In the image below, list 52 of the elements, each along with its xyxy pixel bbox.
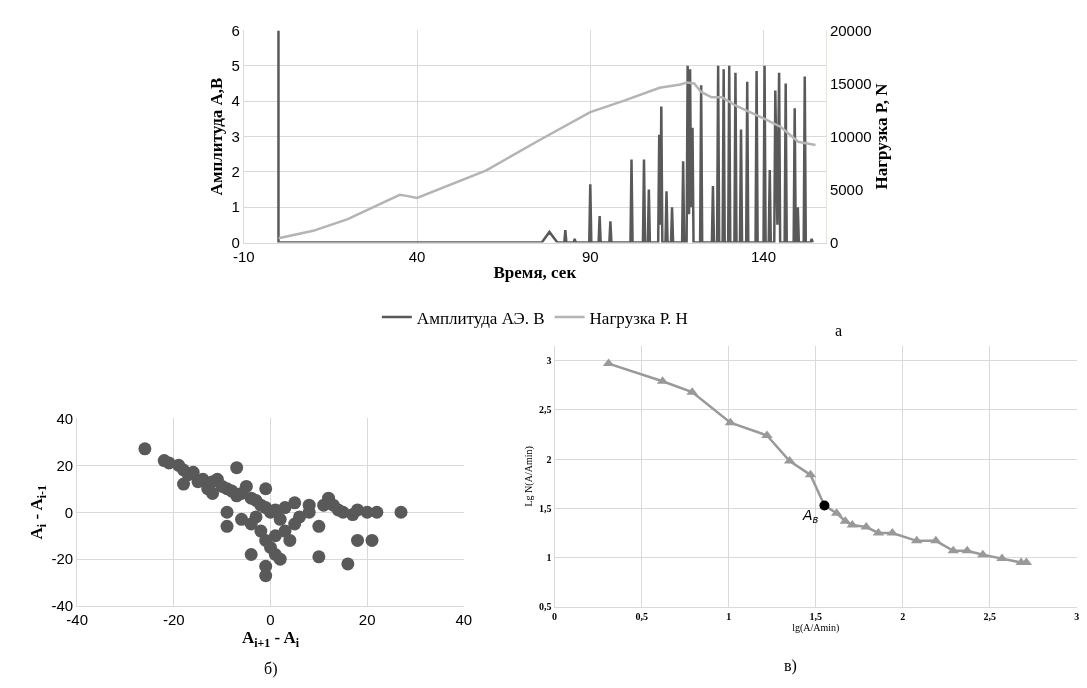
x-tick-label: 2,5 — [983, 610, 997, 622]
point — [977, 549, 989, 558]
legend-label: Амплитуда АЭ. В — [416, 308, 545, 328]
x-tick-label: 0,5 — [635, 610, 648, 622]
y-tick-label: 4 — [231, 92, 240, 110]
y-tick-label: 0 — [64, 503, 74, 521]
x-tick-label: 90 — [581, 247, 599, 265]
y2-tick-label: 10000 — [829, 127, 872, 145]
y-axis-title: Lg N(A/Amin) — [523, 446, 536, 507]
y-tick-label: 1 — [546, 552, 552, 564]
y-tick-label: 3 — [546, 355, 552, 367]
x-tick-label: 40 — [408, 247, 426, 265]
y-tick-label: -20 — [51, 550, 74, 568]
y-tick-label: 20 — [56, 456, 74, 474]
y-tick-label: 6 — [231, 21, 240, 39]
line-series — [277, 30, 814, 243]
x-tick-label: 2 — [900, 610, 906, 622]
y2-axis-title: Нагрузка P, N — [872, 82, 891, 190]
x-tick-label: 0 — [266, 611, 275, 629]
x-axis-title: A$_{i+1}$ - A$_{i}$ — [241, 628, 300, 650]
y2-tick-label: 5000 — [829, 180, 864, 198]
y-tick-label: 1,5 — [539, 502, 552, 514]
x-tick-label: 1 — [726, 610, 732, 622]
x-axis-title: lg(A/Amin) — [792, 621, 840, 634]
x-tick-label: 140 — [751, 247, 777, 265]
y2-tick-label: 0 — [829, 233, 839, 251]
x-tick-label: -20 — [163, 611, 185, 629]
y-axis-title: Амплитуда A,В — [207, 77, 227, 196]
point — [961, 545, 973, 554]
y-tick-label: 5 — [231, 57, 240, 75]
y-tick-label: 1 — [231, 198, 240, 216]
y-tick-label: 3 — [231, 127, 240, 145]
point — [819, 500, 830, 511]
x-tick-label: 20 — [358, 611, 376, 629]
line-series — [277, 81, 817, 240]
y-tick-label: 2,5 — [539, 404, 552, 416]
y-tick-label: 2 — [231, 163, 240, 181]
legend-label: Нагрузка Р. Н — [589, 308, 688, 328]
y-tick-label: 0,5 — [539, 601, 552, 613]
y-tick-label: 2 — [546, 453, 552, 465]
x-tick-label: 1,5 — [809, 610, 822, 622]
y-tick-label: 40 — [56, 409, 74, 427]
annotation: A$_{в}$ — [802, 507, 819, 525]
point — [996, 553, 1008, 562]
text: б) — [264, 660, 278, 678]
x-axis-title: Время, сек — [493, 262, 577, 282]
x-tick-label: 3 — [1074, 610, 1080, 622]
x-tick-label: 40 — [455, 611, 473, 629]
text: а — [835, 322, 843, 339]
y2-tick-label: 15000 — [829, 74, 872, 92]
y2-tick-label: 20000 — [829, 21, 872, 39]
text: в) — [784, 657, 797, 675]
